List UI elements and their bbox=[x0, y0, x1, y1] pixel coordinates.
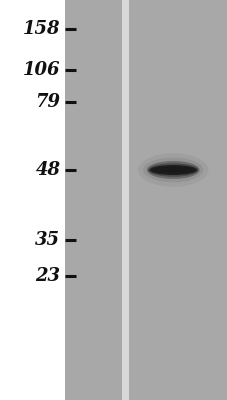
Text: 79: 79 bbox=[35, 93, 60, 111]
Bar bbox=[128, 0, 227, 400]
Text: 48: 48 bbox=[35, 161, 60, 179]
Ellipse shape bbox=[138, 153, 207, 187]
Bar bbox=[65, 0, 121, 400]
Text: 23: 23 bbox=[35, 267, 60, 285]
Text: 35: 35 bbox=[35, 231, 60, 249]
Ellipse shape bbox=[149, 165, 196, 175]
Text: 106: 106 bbox=[23, 61, 60, 79]
Ellipse shape bbox=[143, 158, 202, 182]
Ellipse shape bbox=[148, 163, 197, 177]
Ellipse shape bbox=[151, 166, 194, 174]
Bar bbox=[0, 0, 65, 400]
Ellipse shape bbox=[146, 161, 199, 179]
Text: 158: 158 bbox=[23, 20, 60, 38]
Bar bbox=[121, 0, 128, 400]
